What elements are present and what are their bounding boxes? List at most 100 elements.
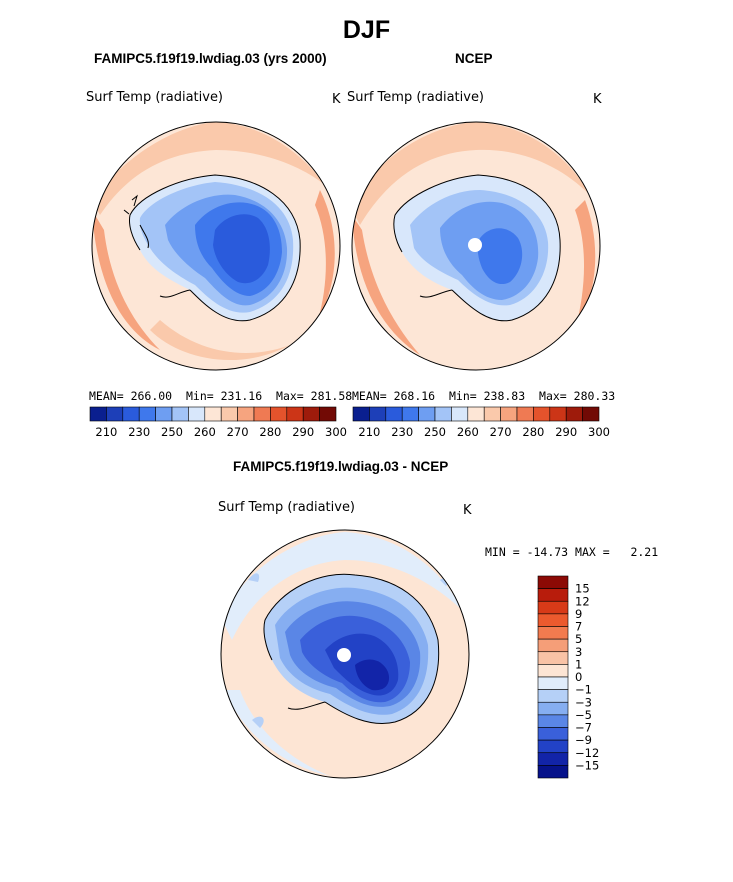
units-label-model: K [332,92,341,107]
colorbar-tick-label: −3 [575,695,592,709]
variable-label-model: Surf Temp (radiative) [86,90,224,105]
units-label-ncep: K [593,92,602,107]
variable-label-ncep: Surf Temp (radiative) [347,90,485,105]
colorbar-tick-label: −7 [575,721,592,735]
colorbar-tick-label: −15 [575,758,599,772]
colorbar-tick-label: 210 [95,425,117,439]
colorbar-swatch [122,406,140,422]
colorbar-tick-label: −12 [575,746,599,760]
colorbar-tick-label: 15 [575,582,590,596]
colorbar-swatch [418,406,436,422]
colorbar-tick-label: 260 [457,425,479,439]
colorbar-tick-label: 210 [358,425,380,439]
stat-min-value: 238.83 [483,389,526,403]
colorbar-swatch [483,406,501,422]
stat-min-value: -14.73 [526,545,569,559]
colorbar-swatch [138,406,156,422]
colorbar-tick-label: 300 [588,425,610,439]
colorbar-swatch [537,588,569,602]
colorbar-swatch [253,406,271,422]
panel-title-ncep: NCEP [455,51,493,66]
colorbar-tick-label: −9 [575,733,592,747]
variable-label-diff: Surf Temp (radiative) [218,500,356,515]
colorbar-swatch [220,406,238,422]
colorbar-tick-label: −5 [575,708,592,722]
colorbar-swatch [537,613,569,627]
colorbar-tick-label: 290 [555,425,577,439]
colorbar-swatch [188,406,206,422]
colorbar-tick-label: 260 [194,425,216,439]
colorbar-tick-label: 9 [575,607,582,621]
colorbar-swatch [434,406,452,422]
colorbar-swatch [537,752,569,766]
colorbar-swatch [106,406,124,422]
colorbar-tick-label: 7 [575,620,582,634]
colorbar-tick-label: 300 [325,425,347,439]
colorbar-swatch [537,727,569,741]
colorbar-swatch [237,406,255,422]
stats-model: MEAN= 266.00 Min= 231.16 Max= 281.58 [89,389,352,403]
units-label-diff: K [463,503,472,518]
colorbar-tick-label: 3 [575,645,582,659]
colorbar-swatch [302,406,320,422]
stat-max-label: MAX = [575,545,610,559]
colorbar-swatch [89,406,107,422]
colorbar-swatch [582,406,600,422]
panel-title-model: FAMIPC5.f19f19.lwdiag.03 (yrs 2000) [94,51,327,66]
colorbar-swatch [537,765,569,779]
colorbar-swatch [537,626,569,640]
colorbar-tick-label: 250 [424,425,446,439]
colorbar-tick-label: 280 [259,425,281,439]
stats-difference: MIN = -14.73 MAX = 2.21 [485,545,658,559]
colorbar-swatch [270,406,288,422]
colorbar-swatch [537,701,569,716]
colorbar-tick-label: 270 [490,425,512,439]
colorbar-tick-label: 1 [575,657,582,671]
stat-max-value: 280.33 [573,389,616,403]
colorbar-swatch [537,676,569,690]
colorbar-swatch [352,406,370,422]
colorbar-swatch [537,714,569,728]
stat-min-value: 231.16 [220,389,263,403]
map-model [92,122,340,370]
colorbar-tick-label: 280 [522,425,544,439]
stat-max-value: 281.58 [310,389,353,403]
colorbar-tick-label: 230 [128,425,150,439]
colorbar-swatch [565,406,583,422]
colorbar-swatch [451,406,469,422]
colorbar-tick-label: 12 [575,594,590,608]
colorbar-swatch [467,406,485,422]
map-ncep [352,122,600,370]
colorbar-swatch [537,600,569,615]
stat-max-value: 2.21 [630,545,659,559]
colorbar-swatch [286,406,304,422]
colorbar-swatch [385,406,403,422]
colorbar-swatch [171,406,189,422]
colorbar-tick-label: −1 [575,683,592,697]
stat-max-label: Max= [276,389,304,403]
colorbar-tick-label: 270 [227,425,249,439]
colorbar-swatch [537,575,569,589]
colorbar-swatch [500,406,518,422]
colorbar-swatch [537,638,569,653]
colorbar-swatch [537,739,569,754]
colorbar-tick-label: 250 [161,425,183,439]
stat-mean-value: 266.00 [130,389,173,403]
panel-title-difference: FAMIPC5.f19f19.lwdiag.03 - NCEP [233,459,449,474]
colorbar-swatch [537,689,569,703]
colorbar-tick-label: 5 [575,632,582,646]
stat-min-label: MIN = [485,545,520,559]
colorbar-tick-label: 0 [575,670,582,684]
stat-min-label: Min= [448,389,477,403]
colorbar-swatch [516,406,534,422]
colorbar-tick-label: 290 [292,425,314,439]
colorbar-swatch [549,406,567,422]
colorbar-swatch [537,651,569,665]
stat-min-label: Min= [185,389,214,403]
colorbar-swatch [369,406,387,422]
colorbar-ncep: 210 230 250 260 270 280 290 300 [352,406,610,439]
stat-max-label: Max= [539,389,567,403]
colorbar-swatch [319,406,337,422]
colorbar-model: 210 230 250 260 270 280 290 300 [89,406,347,439]
